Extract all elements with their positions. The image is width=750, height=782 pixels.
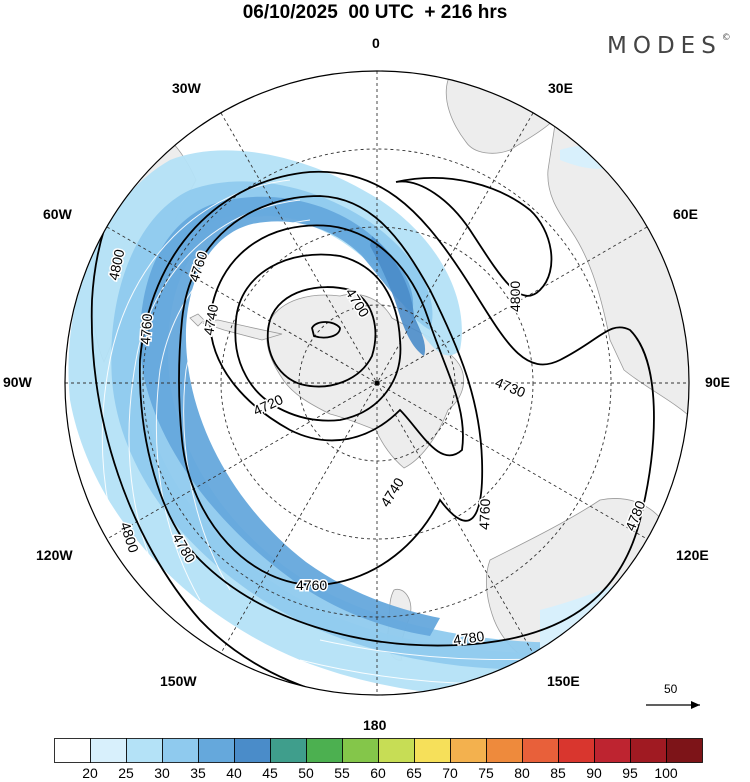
contour-4720 <box>234 253 402 422</box>
colorbar-box <box>306 738 343 763</box>
colorbar <box>54 738 703 763</box>
colorbar-tick-label: 45 <box>262 765 278 781</box>
colorbar-tick-label: 75 <box>478 765 494 781</box>
colorbar-tick-label: 30 <box>154 765 170 781</box>
colorbar-tick-label: 100 <box>654 765 678 781</box>
lon-label-60e: 60E <box>673 206 698 222</box>
pole-marker <box>374 380 380 386</box>
lon-label-30e: 30E <box>548 80 573 96</box>
wind-core-east <box>370 236 426 356</box>
colorbar-box <box>594 738 631 763</box>
colorbar-tick-label: 60 <box>370 765 386 781</box>
colorbar-box <box>486 738 523 763</box>
map-title: 06/10/2025 00 UTC + 216 hrs <box>242 2 508 23</box>
contour-4700 <box>266 286 377 388</box>
colorbar-box <box>90 738 127 763</box>
height-contours <box>90 129 655 695</box>
colorbar-box <box>414 738 451 763</box>
lon-label-150e: 150E <box>547 673 580 689</box>
colorbar-box <box>630 738 667 763</box>
colorbar-tick-label: 90 <box>586 765 602 781</box>
colorbar-tick-label: 55 <box>334 765 350 781</box>
contour-4780 <box>139 170 655 647</box>
contour-label-4800-b: 4800 <box>507 281 523 312</box>
lon-label-90e: 90E <box>705 374 730 390</box>
contour-label-4760-d: 4760 <box>296 577 327 593</box>
colorbar-box <box>126 738 163 763</box>
colorbar-box <box>234 738 271 763</box>
contour-label-4760-b: 4760 <box>137 313 155 345</box>
colorbar-box <box>450 738 487 763</box>
colorbar-box <box>198 738 235 763</box>
colorbar-box <box>270 738 307 763</box>
colorbar-box <box>378 738 415 763</box>
colorbar-tick-label: 65 <box>406 765 422 781</box>
colorbar-tick-label: 50 <box>298 765 314 781</box>
colorbar-box <box>342 738 379 763</box>
lon-label-120e: 120E <box>676 547 709 563</box>
lon-label-60w: 60W <box>43 206 72 222</box>
wind-band-mid <box>111 181 600 670</box>
contour-4760 <box>178 195 484 586</box>
contour-4690 <box>311 321 341 339</box>
modes-logo: MODES© <box>607 33 731 59</box>
contour-4740 <box>209 224 464 457</box>
colorbar-tick-label: 20 <box>82 765 98 781</box>
contour-4800-east <box>395 177 553 297</box>
colorbar-tick-label: 85 <box>550 765 566 781</box>
contour-label-4780-c: 4780 <box>452 628 485 648</box>
colorbar-tick-label: 40 <box>226 765 242 781</box>
colorbar-tick-label: 95 <box>622 765 638 781</box>
colorbar-box <box>162 738 199 763</box>
lon-label-120w: 120W <box>36 547 73 563</box>
lon-label-30w: 30W <box>172 80 201 96</box>
colorbar-tick-label: 80 <box>514 765 530 781</box>
lon-label-150w: 150W <box>160 673 197 689</box>
colorbar-tick-label: 25 <box>118 765 134 781</box>
colorbar-tick-label: 70 <box>442 765 458 781</box>
wind-band-outer <box>68 150 620 695</box>
copyright-mark: © <box>721 33 731 44</box>
colorbar-box <box>522 738 559 763</box>
lon-label-0: 0 <box>372 35 380 51</box>
contour-label-4760-c: 4760 <box>476 498 493 530</box>
colorbar-box <box>558 738 595 763</box>
colorbar-box <box>54 738 91 763</box>
logo-text: MODES <box>607 33 722 59</box>
lon-label-90w: 90W <box>3 374 32 390</box>
colorbar-tick-label: 35 <box>190 765 206 781</box>
reference-vector-arrow <box>646 701 700 709</box>
reference-vector-label: 50 <box>664 682 678 696</box>
colorbar-box <box>666 738 703 763</box>
lon-label-180: 180 <box>363 717 387 733</box>
